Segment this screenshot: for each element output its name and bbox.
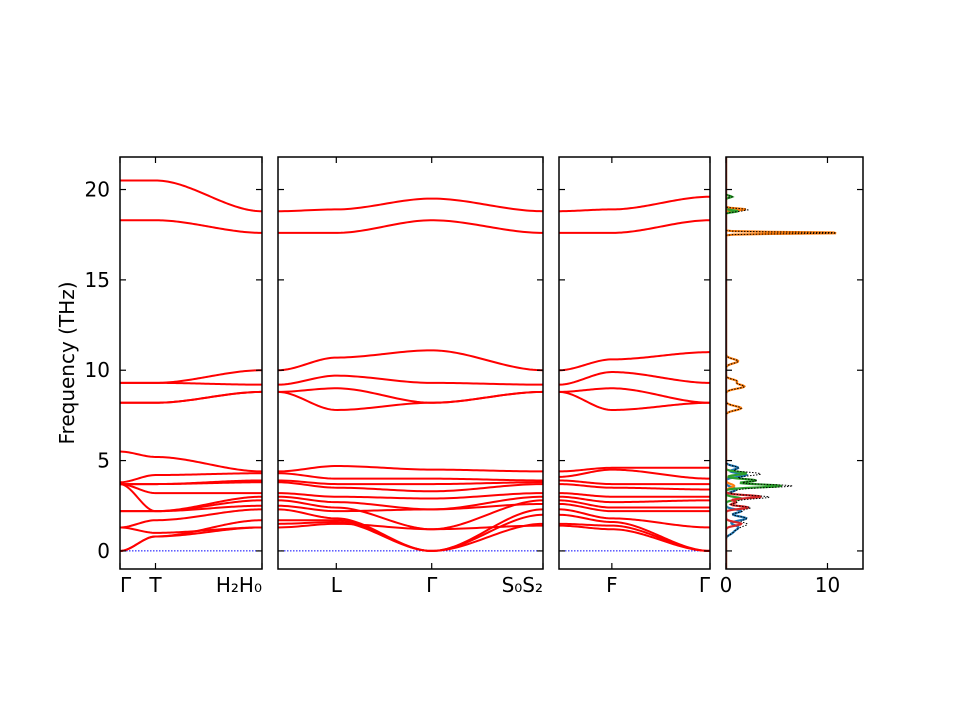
y-tick-label: 15 [85,268,110,292]
band-branch-9 [278,479,543,486]
panel-4: 0 10 [720,156,864,597]
panel-1: Γ T H₂H₀ [119,156,263,597]
band-branch-10 [120,481,262,486]
band-branch-7 [120,450,262,473]
panel-2: L Γ S₀S₂ [277,156,544,597]
x-tick-label: Γ [426,573,438,597]
x-tick-label: 0 [720,573,733,597]
y-tick-label: 0 [97,539,110,563]
band-branch-7 [559,466,710,473]
y-tick-label: 20 [85,178,110,202]
band-branch-6 [278,390,543,411]
panel-frame [558,156,711,570]
band-branch-4 [559,371,710,386]
band-branch-6 [559,390,710,411]
band-branch-3 [278,349,543,372]
band-branch-10 [559,483,710,491]
band-branch-11 [559,492,710,498]
total-dos [726,157,837,569]
band-branch-2 [278,219,543,234]
band-branch-2 [120,219,262,234]
band-branch-11 [120,483,262,495]
panel-frame [119,156,263,570]
x-tick-label: S₀S₂ [502,573,543,597]
band-branch-14 [278,502,543,513]
band-branch-13 [278,499,543,531]
band-branch-18 [120,526,262,552]
band-branch-12 [559,495,710,504]
band-branch-1 [120,179,262,213]
band-branch-10 [278,481,543,493]
panel-frame [277,156,544,570]
band-branch-8 [559,468,710,480]
band-branch-18 [278,522,543,531]
plot-area [559,195,710,552]
band-branch-1 [559,195,710,213]
band-branch-14 [120,504,262,513]
y-tick-label: 5 [97,449,110,473]
band-branch-12 [278,495,543,511]
band-branch-8 [278,472,543,482]
x-tick-label: F [606,573,618,597]
x-tick-label: H₂H₀ [216,573,262,597]
plot-area [120,179,262,552]
band-branch-7 [278,464,543,473]
band-branch-15 [559,508,710,529]
x-tick-label: T [148,573,162,597]
band-branch-14 [559,502,710,513]
x-tick-label: L [331,573,343,597]
y-axis-label: Frequency (THz) [55,281,79,444]
x-tick-label: Γ [120,573,132,597]
band-branch-3 [559,351,710,372]
band-branch-9 [559,479,710,486]
band-branch-18 [559,524,710,552]
band-branch-2 [559,219,710,234]
band-branch-17 [120,519,262,552]
y-tick-label: 10 [85,358,110,382]
x-tick-label: Γ [699,573,711,597]
band-branch-1 [278,197,543,213]
band-branch-4 [278,374,543,386]
band-branch-15 [278,508,543,552]
band-branch-16 [278,513,543,552]
band-branch-17 [278,521,543,552]
pdos-series-4 [726,157,762,569]
band-branch-15 [120,508,262,529]
band-branch-8 [120,472,262,484]
panel-frame [725,156,864,570]
x-tick-label: 10 [815,573,840,597]
plot-area [726,157,837,569]
plot-area [278,197,543,552]
band-branch-5 [559,387,710,404]
band-branch-6 [120,390,262,404]
band-branch-13 [559,499,710,509]
band-branch-3 [120,369,262,384]
band-branch-4 [120,381,262,386]
band-branch-11 [278,492,543,500]
